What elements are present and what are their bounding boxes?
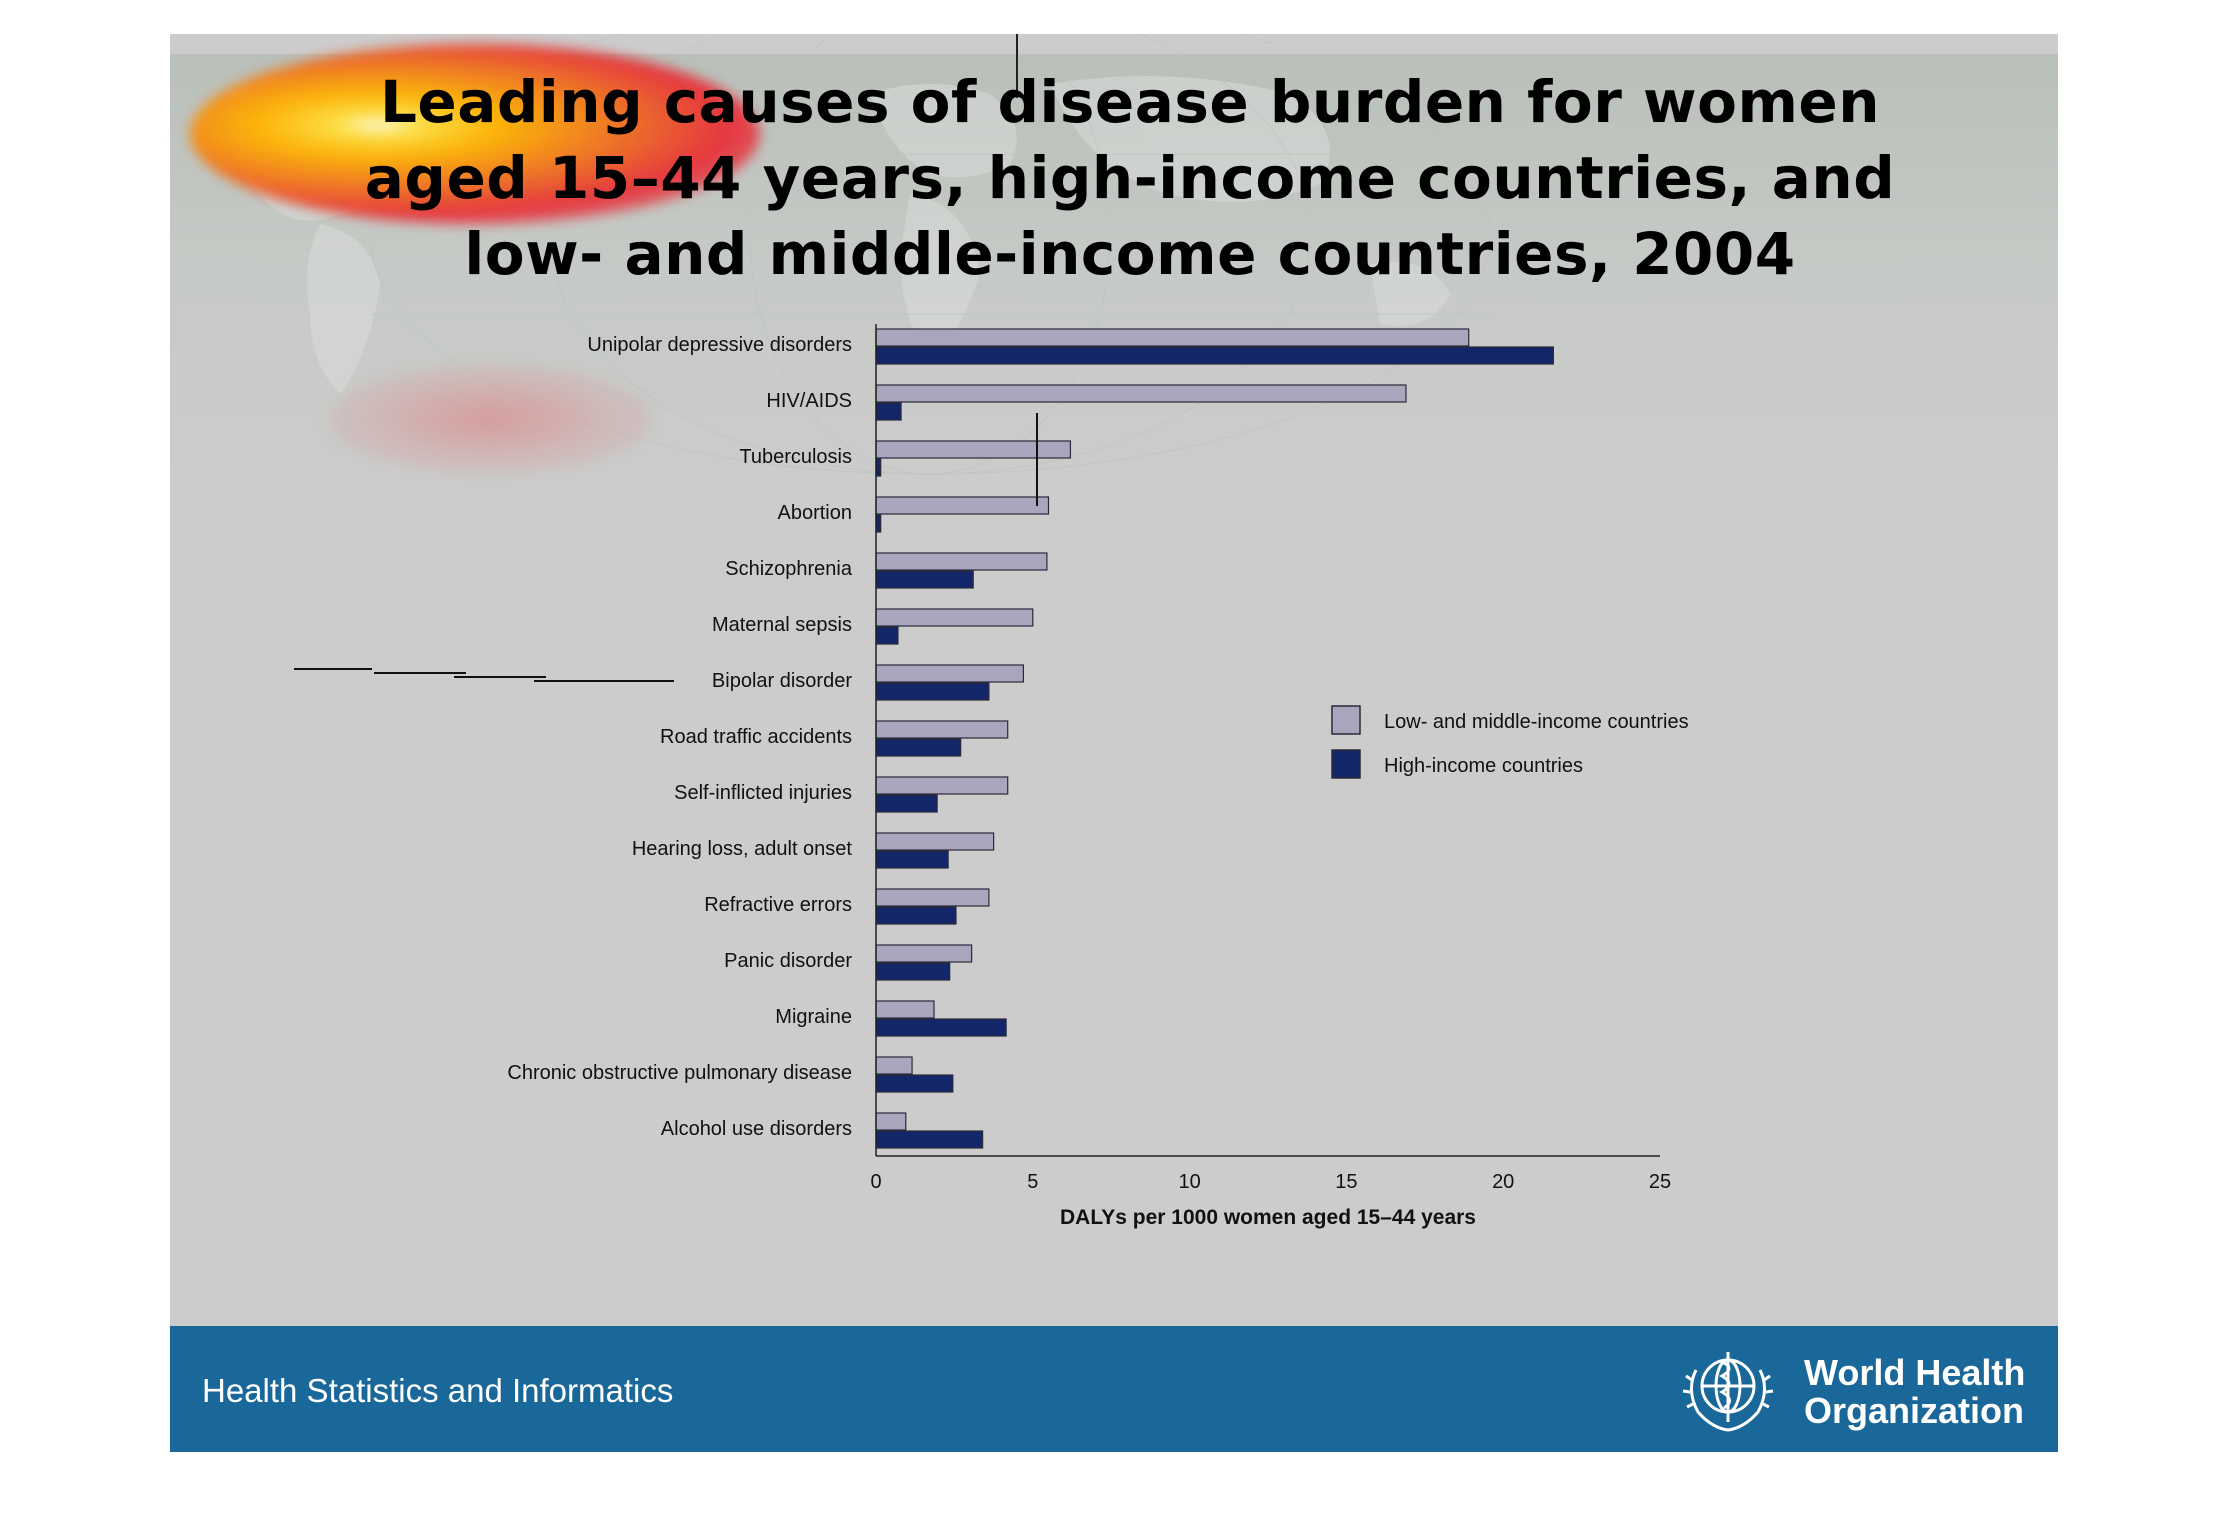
category-labels: Unipolar depressive disorders HIV/AIDS Tub…	[507, 334, 852, 1140]
bar-low-middle-income	[875, 496, 1050, 515]
x-tick-label: 0	[870, 1171, 881, 1193]
bar-high-income	[875, 402, 902, 421]
bar-low-middle-income	[875, 664, 1024, 683]
slide: Leading causes of disease burden for wom…	[170, 34, 2058, 1452]
heatmap-hotspot	[190, 44, 760, 224]
bar-low-middle-income	[875, 552, 1048, 571]
annotation-line	[374, 672, 466, 674]
bar-low-middle-income	[875, 888, 990, 907]
bar-low-middle-income	[875, 384, 1407, 403]
org-name-line2: Organization	[1804, 1390, 2025, 1431]
x-axis: 0 5 10 15 20 25 DALYs per 1000 women aged 15–4…	[870, 324, 1671, 1229]
category-label: Tuberculosis	[739, 446, 852, 468]
bar-high-income	[875, 346, 1554, 365]
category-label: Migraine	[775, 1006, 852, 1028]
category-label: HIV/AIDS	[766, 390, 852, 412]
bar-high-income	[875, 1074, 954, 1093]
footer-bar: Health Statistics and Informatics World …	[170, 1326, 2058, 1452]
annotation-line	[534, 680, 674, 682]
bar-high-income	[875, 794, 938, 813]
category-label: Road traffic accidents	[660, 726, 852, 748]
x-tick-label: 5	[1027, 1171, 1038, 1193]
legend-swatch	[1331, 705, 1361, 735]
annotation-line	[294, 668, 372, 670]
bar-low-middle-income	[875, 1000, 935, 1019]
bar-low-middle-income	[875, 944, 973, 963]
bar-high-income	[875, 626, 899, 645]
bar-low-middle-income	[875, 608, 1034, 627]
legend-swatch	[1331, 749, 1361, 779]
who-emblem-icon	[1682, 1352, 1774, 1432]
bars-layer	[875, 328, 1554, 1149]
legend: Low- and middle-income countries High-inc…	[1331, 705, 1689, 779]
bar-high-income	[875, 1130, 984, 1149]
bar-high-income	[875, 738, 962, 757]
category-label: Schizophrenia	[725, 558, 853, 580]
bar-low-middle-income	[875, 328, 1470, 347]
bar-low-middle-income	[875, 832, 995, 851]
cursor-line	[1016, 34, 1018, 98]
category-label: Hearing loss, adult onset	[632, 838, 853, 860]
bar-low-middle-income	[875, 776, 1009, 795]
bar-low-middle-income	[875, 440, 1072, 459]
legend-label: Low- and middle-income countries	[1384, 711, 1689, 733]
bar-high-income	[875, 682, 990, 701]
org-name-line1: World Health	[1804, 1352, 2026, 1393]
bar-chart: Unipolar depressive disorders HIV/AIDS Tub…	[507, 324, 1689, 1229]
x-tick-label: 20	[1492, 1171, 1514, 1193]
bar-low-middle-income	[875, 1112, 907, 1131]
bar-high-income	[875, 962, 951, 981]
x-tick-label: 15	[1335, 1171, 1357, 1193]
category-label: Self-inflicted injuries	[674, 782, 852, 804]
chart-title: Leading causes of disease burden for wom…	[364, 68, 1896, 288]
bar-low-middle-income	[875, 1056, 913, 1075]
annotation-line	[454, 676, 546, 678]
x-axis-label: DALYs per 1000 women aged 15–44 years	[1060, 1206, 1476, 1229]
org-name: World Health Organization	[1804, 1354, 2044, 1430]
bar-low-middle-income	[875, 720, 1009, 739]
x-tick-label: 10	[1178, 1171, 1200, 1193]
bar-high-income	[875, 1018, 1007, 1037]
category-label: Maternal sepsis	[712, 614, 852, 636]
category-label: Alcohol use disorders	[661, 1118, 852, 1140]
legend-label: High-income countries	[1384, 755, 1583, 777]
bar-high-income	[875, 906, 957, 925]
annotation-mark	[1036, 413, 1038, 506]
bar-high-income	[875, 850, 949, 869]
category-label: Chronic obstructive pulmonary disease	[507, 1062, 852, 1084]
bar-high-income	[875, 570, 974, 589]
category-label: Bipolar disorder	[712, 670, 852, 692]
category-label: Panic disorder	[724, 950, 852, 972]
category-label: Refractive errors	[704, 894, 852, 916]
category-label: Unipolar depressive disorders	[587, 334, 852, 356]
heatmap-hotspot-faint	[330, 364, 650, 474]
x-tick-label: 25	[1649, 1171, 1671, 1193]
footer-label: Health Statistics and Informatics	[202, 1372, 674, 1409]
category-label: Abortion	[778, 502, 853, 524]
